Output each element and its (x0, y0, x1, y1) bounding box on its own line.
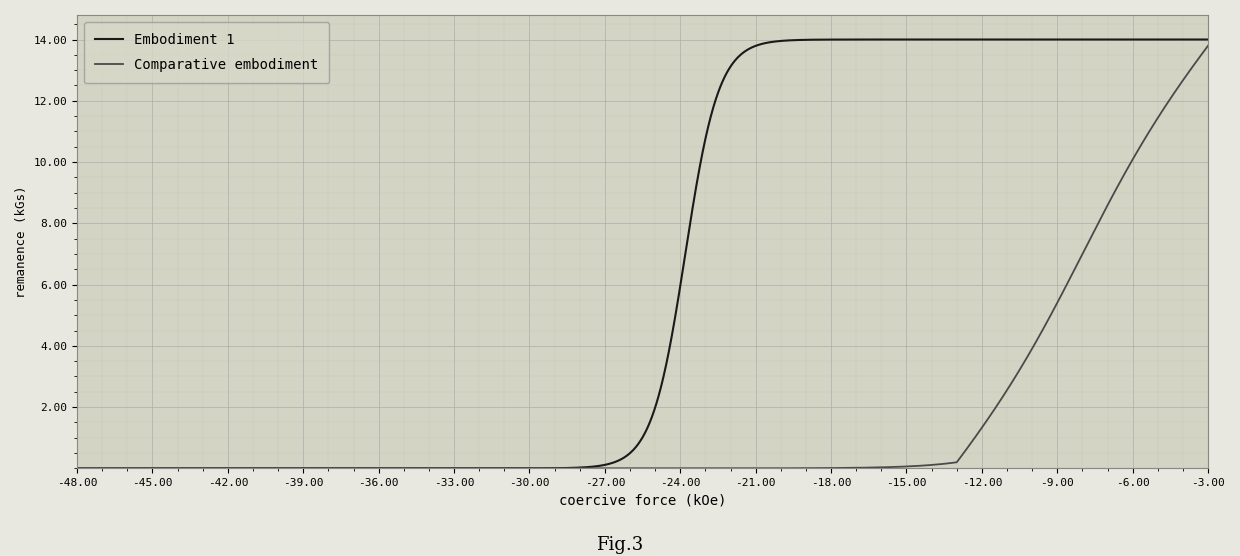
Embodiment 1 (69, 465, 84, 471)
Embodiment 1 (1200, 36, 1215, 43)
Embodiment 1 (265, 465, 280, 471)
Embodiment 1 (1178, 36, 1193, 43)
Comparative embodiment (503, 465, 518, 471)
Comparative embodiment (265, 465, 280, 471)
Line: Embodiment 1: Embodiment 1 (77, 39, 1208, 468)
Text: Fig.3: Fig.3 (596, 537, 644, 554)
X-axis label: coercive force (kOe): coercive force (kOe) (559, 494, 727, 508)
Legend: Embodiment 1, Comparative embodiment: Embodiment 1, Comparative embodiment (84, 22, 330, 83)
Embodiment 1 (552, 465, 567, 471)
Comparative embodiment (198, 465, 213, 471)
Embodiment 1 (198, 465, 213, 471)
Comparative embodiment (1178, 73, 1193, 80)
Comparative embodiment (69, 465, 84, 471)
Embodiment 1 (1056, 36, 1071, 43)
Embodiment 1 (503, 465, 518, 471)
Y-axis label: remanence (kGs): remanence (kGs) (15, 186, 29, 298)
Comparative embodiment (552, 465, 567, 471)
Comparative embodiment (1056, 286, 1071, 293)
Comparative embodiment (1200, 42, 1215, 49)
Line: Comparative embodiment: Comparative embodiment (77, 46, 1208, 468)
